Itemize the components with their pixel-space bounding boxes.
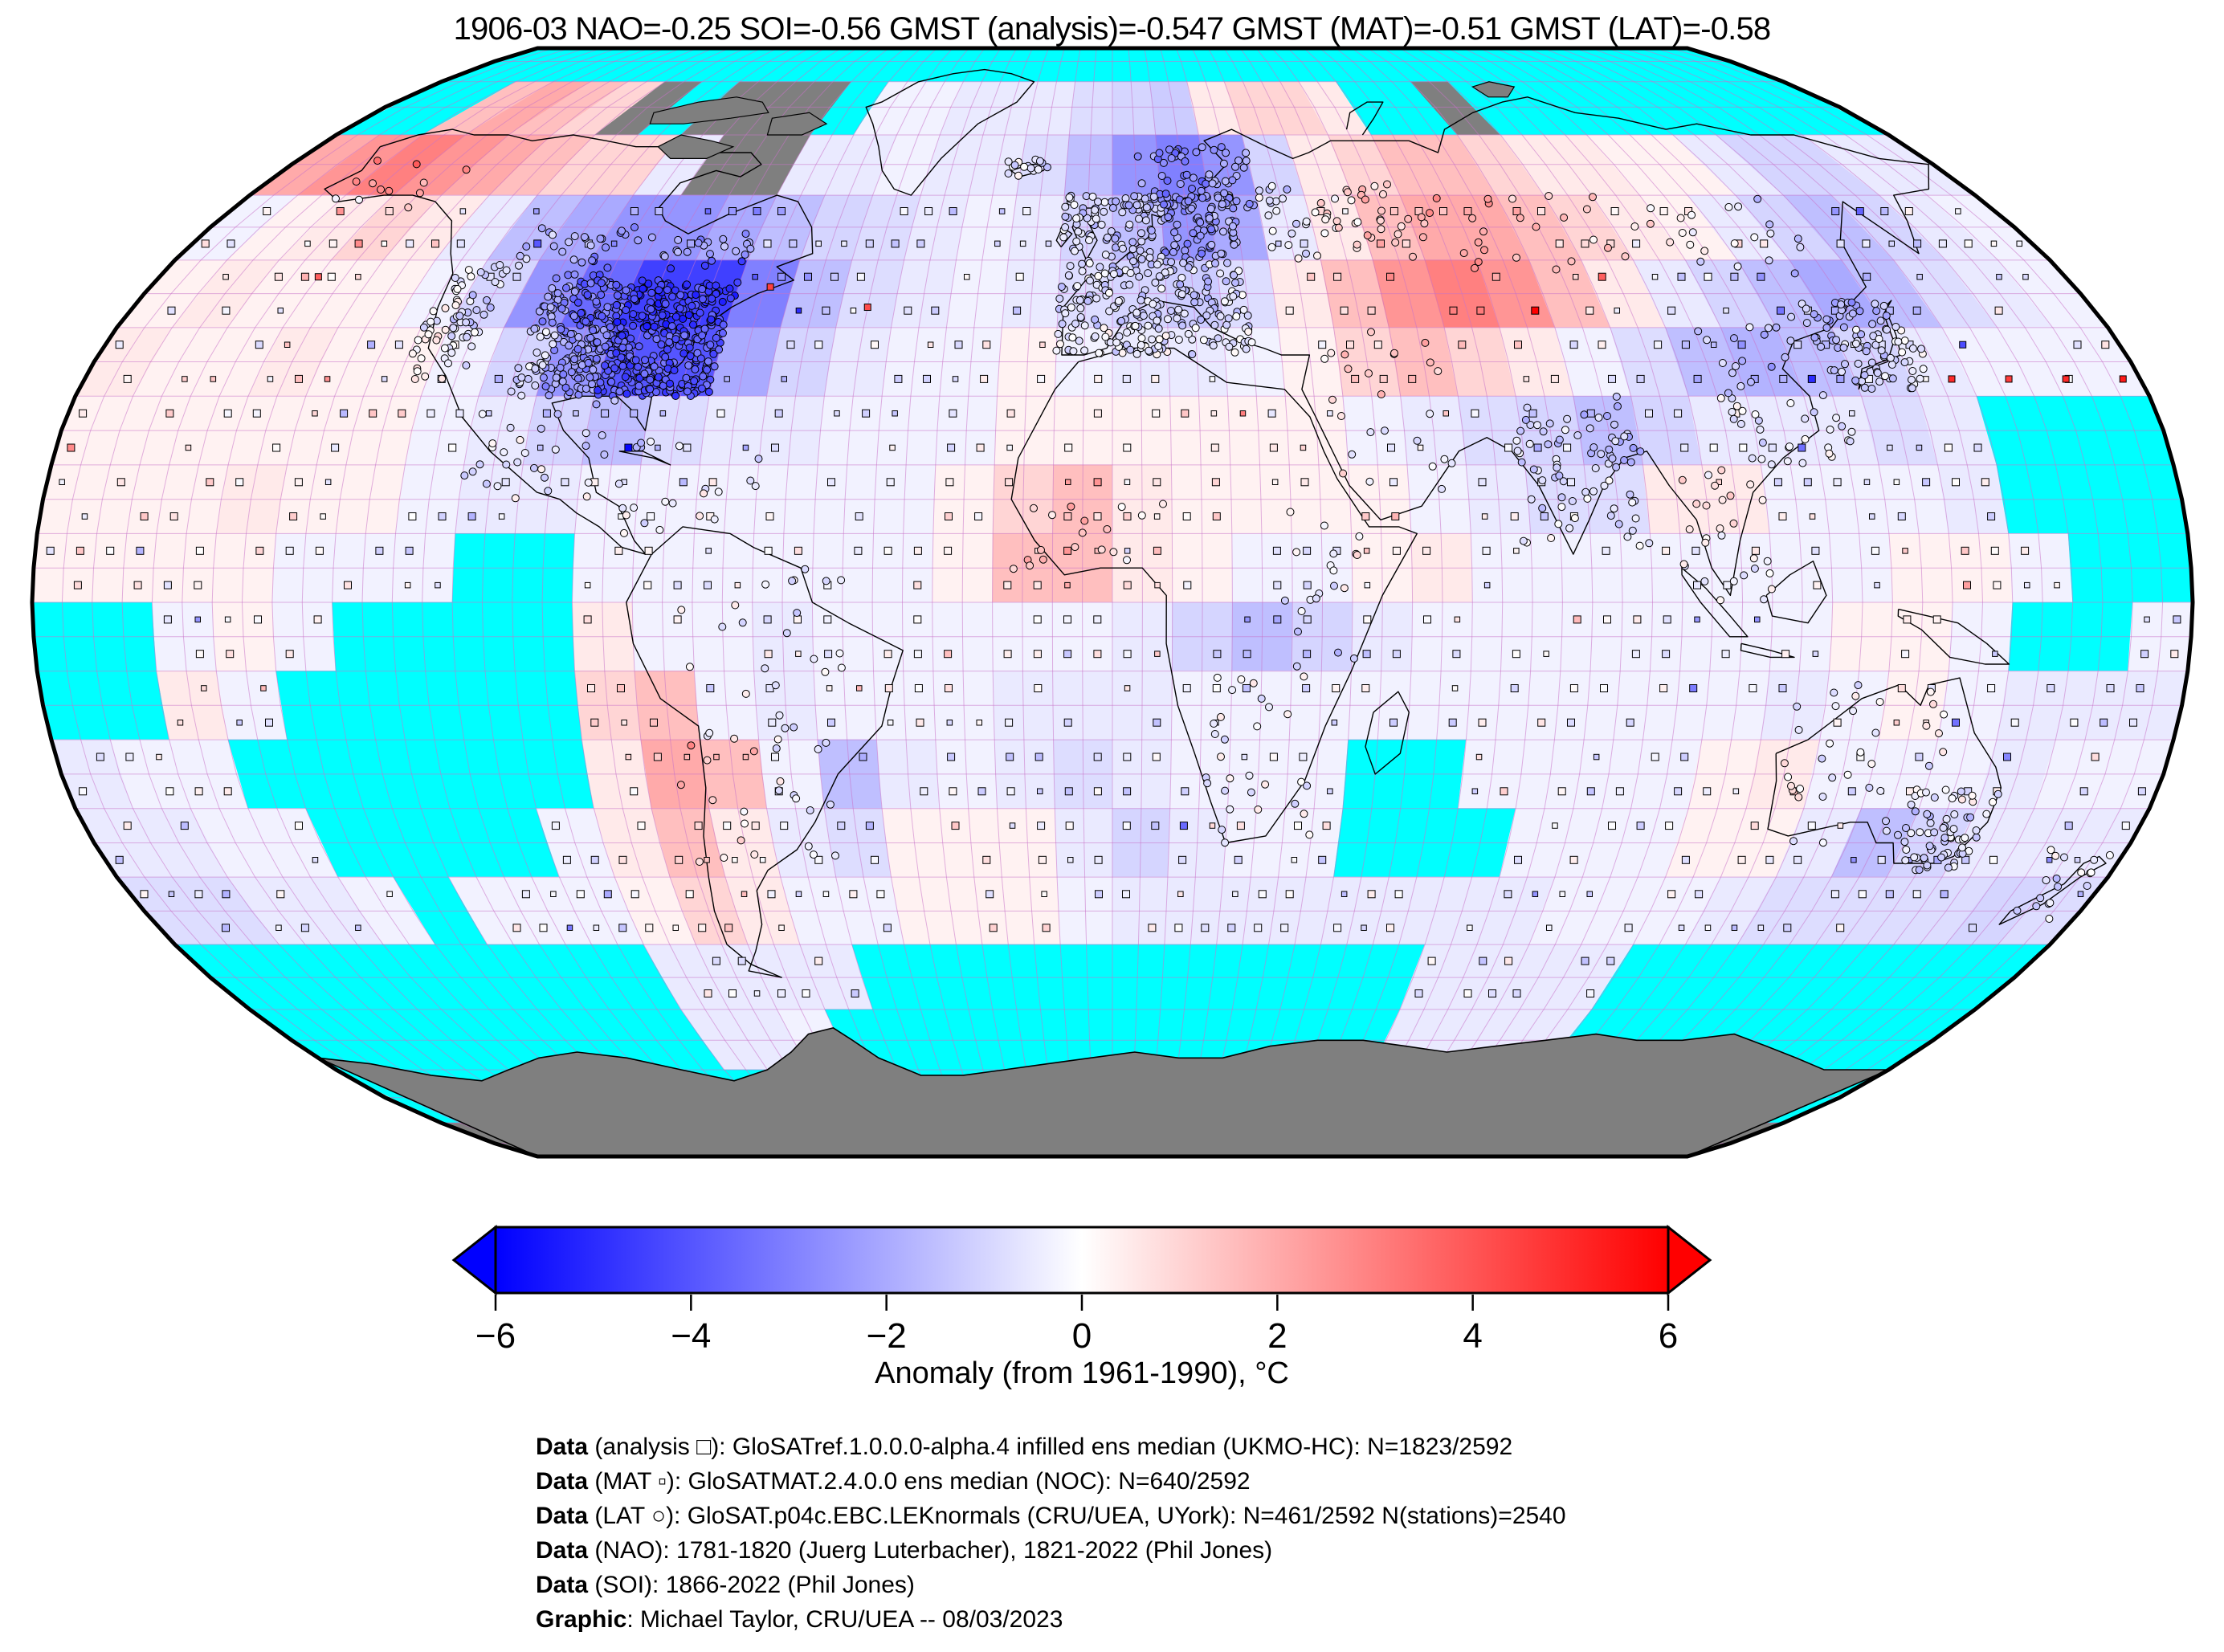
credit-text: : Michael Taylor, CRU/UEA -- 08/03/2023 <box>626 1606 1063 1633</box>
nodata-land <box>318 81 1889 1156</box>
credit-text: (analysis □): GloSATref.1.0.0.0-alpha.4 … <box>588 1434 1513 1460</box>
credit-line-analysis: Data (analysis □): GloSATref.1.0.0.0-alp… <box>536 1430 1566 1464</box>
colorbar-right-arrow <box>1667 1224 1712 1296</box>
colorbar-tick-label: −2 <box>867 1316 907 1356</box>
credit-prefix: Data <box>536 1572 589 1598</box>
colorbar-gradient <box>494 1226 1670 1295</box>
gridbox-square-markers <box>46 207 2181 997</box>
map-title: 1906-03 NAO=-0.25 SOI=-0.56 GMST (analys… <box>453 11 1772 47</box>
credit-text: (SOI): 1866-2022 (Phil Jones) <box>588 1572 915 1598</box>
credit-text: (LAT ○): GloSAT.p04c.EBC.LEKnormals (CRU… <box>588 1503 1566 1529</box>
colorbar-tick-label: −6 <box>475 1316 516 1356</box>
colorbar-label: Anomaly (from 1961-1990), °C <box>875 1356 1289 1390</box>
colorbar-tick-label: −4 <box>671 1316 711 1356</box>
credits-block: Data (analysis □): GloSATref.1.0.0.0-alp… <box>536 1430 1566 1637</box>
credit-line-graphic: Graphic: Michael Taylor, CRU/UEA -- 08/0… <box>536 1602 1566 1637</box>
station-circle-markers <box>332 143 2114 923</box>
coastlines <box>324 68 2107 978</box>
map-outline <box>30 46 2195 1159</box>
credit-prefix: Data <box>536 1434 589 1460</box>
credit-prefix: Data <box>536 1468 589 1495</box>
credit-text: (MAT ▫): GloSATMAT.2.4.0.0 ens median (N… <box>588 1468 1251 1495</box>
map-clip-group <box>32 48 2193 1156</box>
colorbar-tick-label: 4 <box>1463 1316 1482 1356</box>
credit-prefix: Graphic <box>536 1606 627 1633</box>
colorbar: −6 −4 −2 0 2 4 6 <box>451 1224 1712 1356</box>
credit-line-mat: Data (MAT ▫): GloSATMAT.2.4.0.0 ens medi… <box>536 1464 1566 1499</box>
credit-line-lat: Data (LAT ○): GloSAT.p04c.EBC.LEKnormals… <box>536 1499 1566 1533</box>
credit-text: (NAO): 1781-1820 (Juerg Luterbacher), 18… <box>588 1537 1273 1564</box>
colorbar-tick-label: 6 <box>1659 1316 1678 1356</box>
credit-line-soi: Data (SOI): 1866-2022 (Phil Jones) <box>536 1568 1566 1602</box>
credit-line-nao: Data (NAO): 1781-1820 (Juerg Luterbacher… <box>536 1533 1566 1568</box>
credit-prefix: Data <box>536 1503 589 1529</box>
colorbar-tick-label: 2 <box>1267 1316 1287 1356</box>
colorbar-tick-label: 0 <box>1072 1316 1092 1356</box>
colorbar-ticks: −6 −4 −2 0 2 4 6 <box>475 1295 1678 1356</box>
credit-prefix: Data <box>536 1537 589 1564</box>
world-map <box>30 46 2195 1159</box>
colorbar-left-arrow <box>451 1224 497 1296</box>
